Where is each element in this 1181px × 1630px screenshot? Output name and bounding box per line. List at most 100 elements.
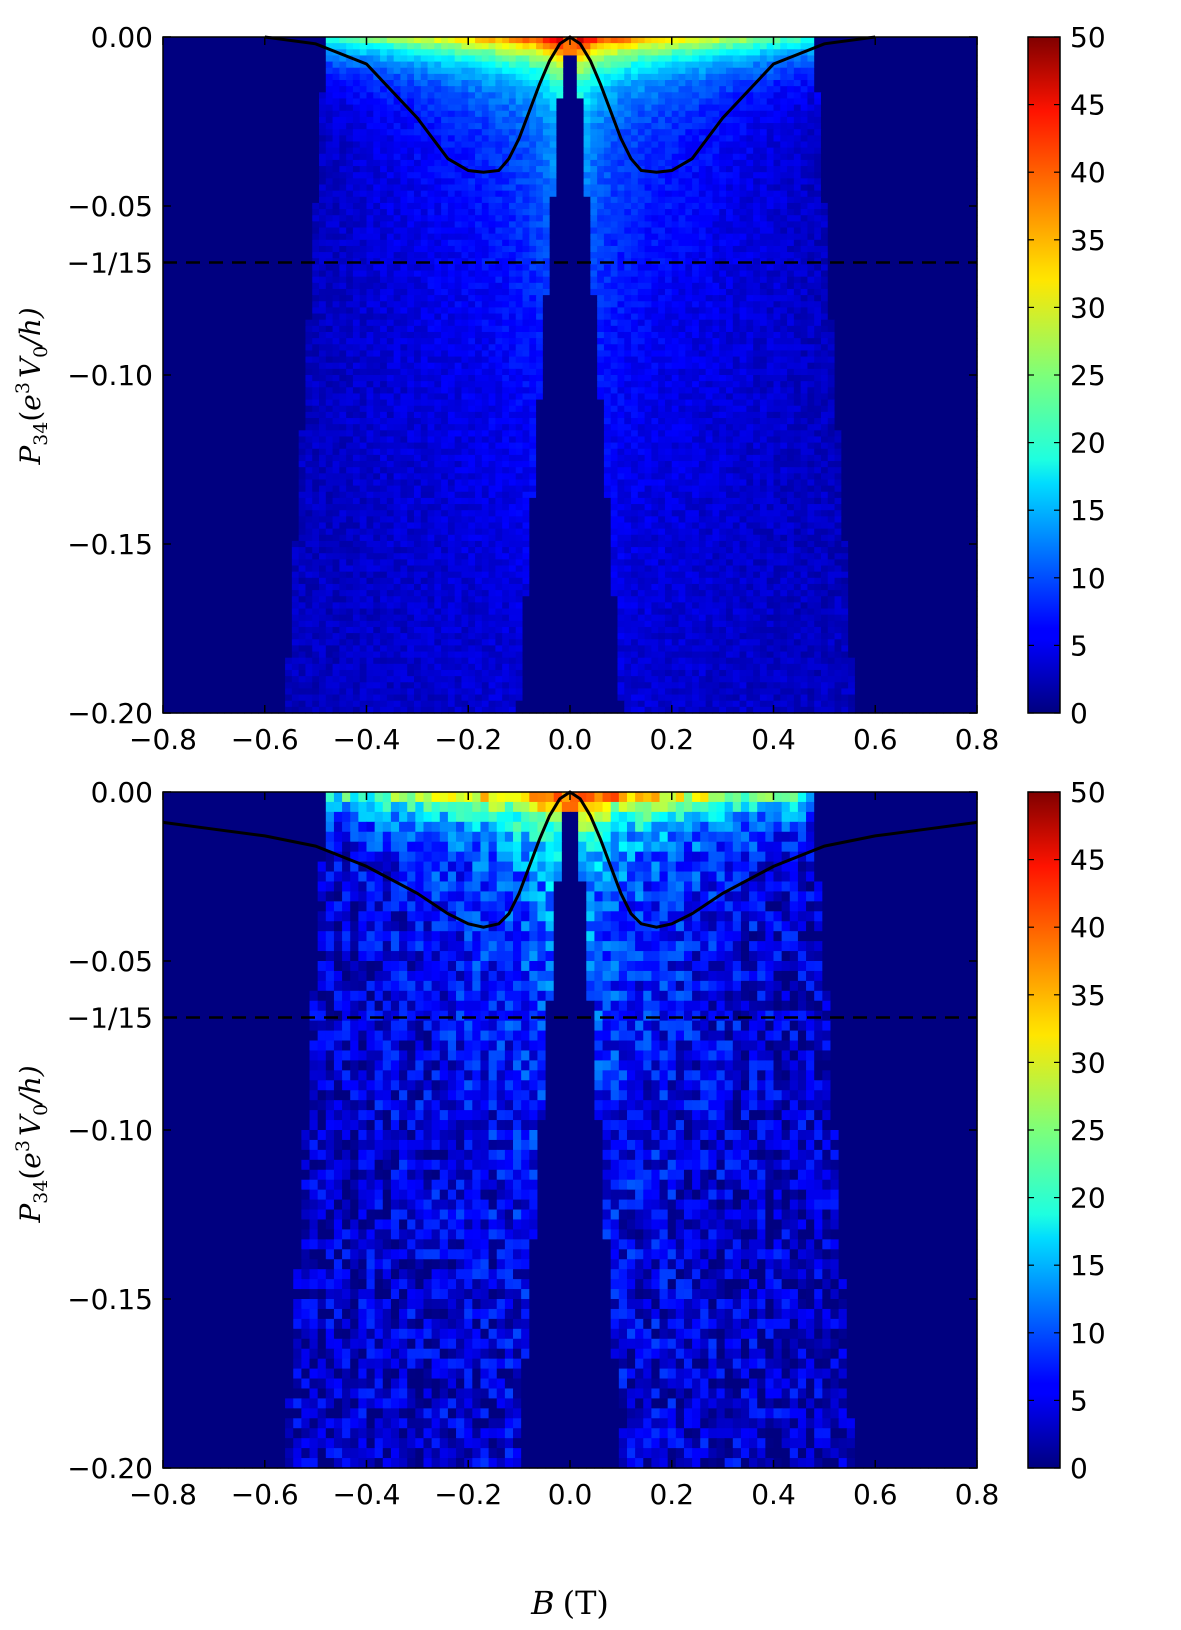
heatmap-cell	[740, 80, 747, 87]
heatmap-cell	[794, 209, 801, 216]
heatmap-cell	[190, 240, 197, 247]
heatmap-cell	[360, 92, 367, 99]
heatmap-cell	[312, 191, 319, 198]
heatmap-cell	[909, 62, 916, 69]
heatmap-cell	[448, 55, 455, 62]
heatmap-cell	[495, 184, 502, 191]
heatmap-cell	[523, 178, 530, 185]
heatmap-cell	[699, 37, 706, 44]
heatmap-cell	[319, 277, 326, 284]
heatmap-cell	[590, 166, 597, 173]
heatmap-cell	[807, 74, 814, 81]
heatmap-cell	[448, 197, 455, 204]
heatmap-cell	[814, 277, 821, 284]
heatmap-cell	[590, 246, 597, 253]
heatmap-cell	[801, 98, 808, 105]
heatmap-cell	[862, 98, 869, 105]
heatmap-cell	[224, 252, 231, 259]
heatmap-cell	[543, 289, 550, 296]
heatmap-cell	[577, 160, 584, 167]
heatmap-cell	[774, 37, 781, 44]
heatmap-cell	[930, 49, 937, 56]
heatmap-cell	[685, 203, 692, 210]
heatmap-cell	[210, 154, 217, 161]
heatmap-cell	[326, 209, 333, 216]
heatmap-cell	[855, 74, 862, 81]
heatmap-cell	[346, 154, 353, 161]
heatmap-cell	[204, 49, 211, 56]
heatmap-cell	[807, 141, 814, 148]
heatmap-cell	[862, 129, 869, 136]
heatmap-cell	[685, 111, 692, 118]
heatmap-cell	[455, 111, 462, 118]
heatmap-cell	[319, 234, 326, 241]
heatmap-cell	[604, 234, 611, 241]
heatmap-cell	[814, 271, 821, 278]
heatmap-cell	[224, 178, 231, 185]
heatmap-cell	[597, 117, 604, 124]
heatmap-cell	[963, 191, 970, 198]
heatmap-cell	[821, 240, 828, 247]
heatmap-cell	[400, 277, 407, 284]
heatmap-cell	[943, 178, 950, 185]
heatmap-cell	[265, 135, 272, 142]
heatmap-cell	[502, 264, 509, 271]
heatmap-cell	[231, 209, 238, 216]
heatmap-cell	[617, 80, 624, 87]
heatmap-cell	[617, 55, 624, 62]
heatmap-cell	[753, 154, 760, 161]
heatmap-cell	[746, 37, 753, 44]
heatmap-cell	[753, 277, 760, 284]
heatmap-cell	[468, 240, 475, 247]
heatmap-cell	[665, 221, 672, 228]
heatmap-cell	[848, 246, 855, 253]
heatmap-cell	[712, 215, 719, 222]
heatmap-cell	[862, 160, 869, 167]
heatmap-cell	[855, 123, 862, 130]
heatmap-cell	[421, 197, 428, 204]
heatmap-cell	[231, 283, 238, 290]
heatmap-cell	[523, 154, 530, 161]
heatmap-cell	[923, 197, 930, 204]
heatmap-cell	[658, 283, 665, 290]
heatmap-cell	[346, 234, 353, 241]
heatmap-cell	[835, 123, 842, 130]
heatmap-cell	[177, 197, 184, 204]
heatmap-cell	[950, 197, 957, 204]
heatmap-cell	[319, 98, 326, 105]
heatmap-cell	[936, 148, 943, 155]
heatmap-cell	[475, 37, 482, 44]
heatmap-cell	[468, 117, 475, 124]
heatmap-cell	[740, 123, 747, 130]
heatmap-cell	[746, 209, 753, 216]
heatmap-cell	[563, 148, 570, 155]
heatmap-cell	[943, 37, 950, 44]
heatmap-cell	[285, 246, 292, 253]
heatmap-cell	[495, 49, 502, 56]
heatmap-cell	[204, 178, 211, 185]
heatmap-cell	[272, 283, 279, 290]
heatmap-cell	[217, 68, 224, 75]
heatmap-cell	[468, 86, 475, 93]
heatmap-cell	[428, 68, 435, 75]
heatmap-cell	[651, 184, 658, 191]
heatmap-cell	[278, 86, 285, 93]
heatmap-cell	[550, 111, 557, 118]
heatmap-cell	[774, 123, 781, 130]
heatmap-cell	[821, 215, 828, 222]
heatmap-cell	[204, 141, 211, 148]
heatmap-cell	[746, 141, 753, 148]
heatmap-cell	[502, 86, 509, 93]
heatmap-cell	[285, 197, 292, 204]
heatmap-cell	[882, 49, 889, 56]
heatmap-cell	[780, 240, 787, 247]
heatmap-cell	[855, 228, 862, 235]
heatmap-cell	[455, 92, 462, 99]
heatmap-cell	[604, 123, 611, 130]
heatmap-cell	[556, 172, 563, 179]
heatmap-cell	[170, 111, 177, 118]
heatmap-cell	[516, 209, 523, 216]
heatmap-cell	[326, 123, 333, 130]
heatmap-cell	[502, 240, 509, 247]
heatmap-cell	[455, 252, 462, 259]
